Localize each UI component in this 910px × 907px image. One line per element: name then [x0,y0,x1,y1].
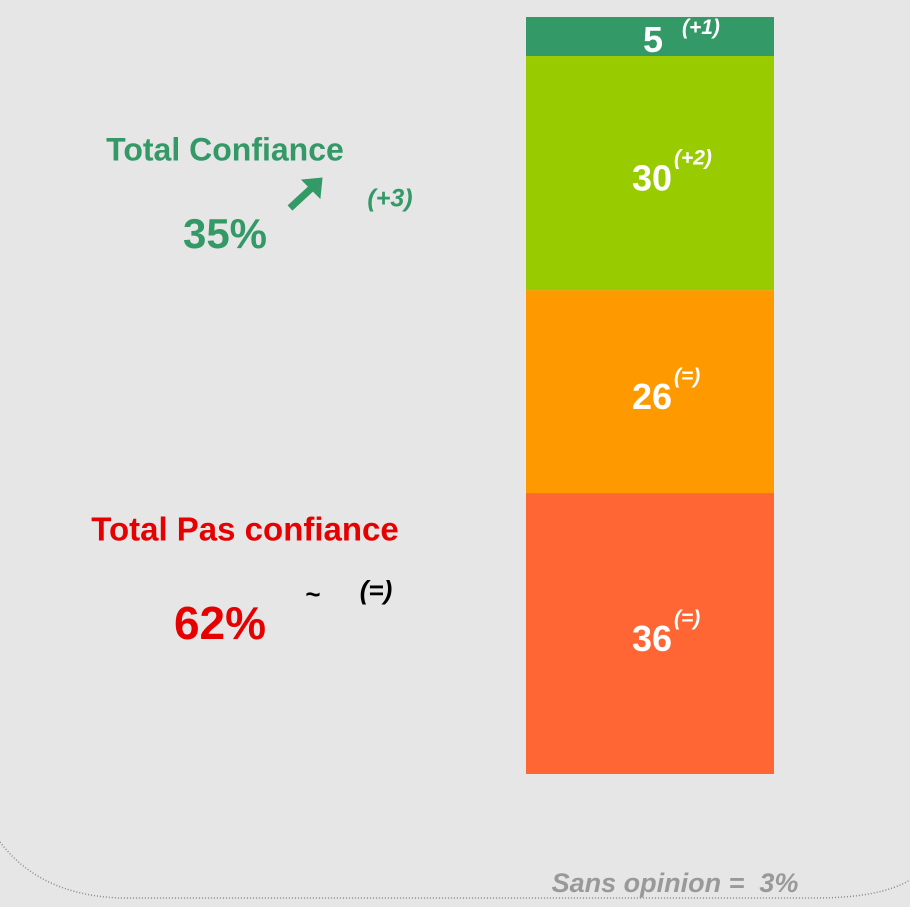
value-label: 30 [632,158,672,199]
change-label: (+2) [674,147,712,170]
change-label: (=) [674,365,700,388]
total-confiance-title: Total Confiance [106,131,344,167]
value-label: 5 [643,19,663,60]
change-label: (+1) [682,16,720,39]
total-pas-confiance-value: 62% [174,597,266,649]
bar-segment [526,17,774,57]
value-label: 26 [632,376,672,417]
bar-segment [526,56,774,291]
sans-opinion: Sans opinion = 3% [552,868,799,898]
total-confiance-value: 35% [183,210,267,257]
change-label: (=) [674,607,700,630]
bar-segment [526,493,774,774]
value-label: 36 [632,618,672,659]
total-pas-confiance-change: (=) [360,575,393,605]
total-confiance-change: (+3) [367,185,412,213]
bar-segment [526,290,774,494]
total-pas-confiance-title: Total Pas confiance [91,511,398,548]
trend-symbol: ~ [305,579,320,609]
up-arrow [287,177,323,211]
